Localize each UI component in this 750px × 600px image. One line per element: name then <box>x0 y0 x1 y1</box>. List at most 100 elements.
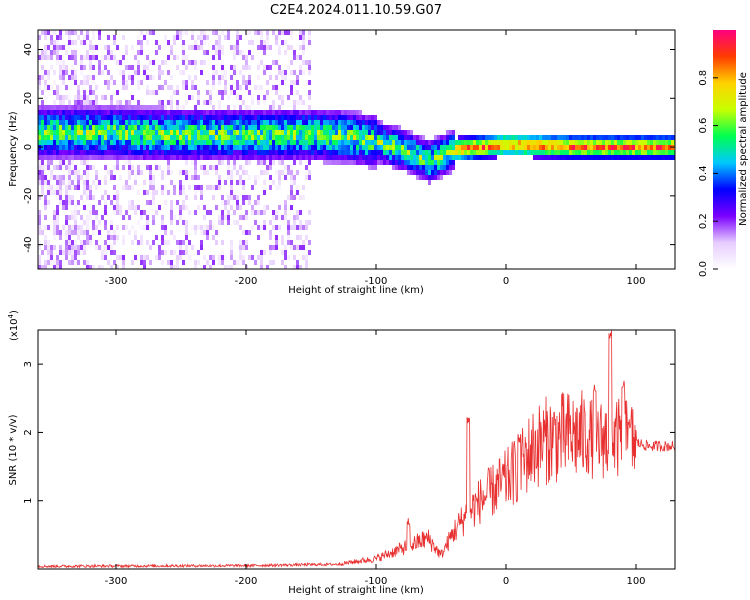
spectrogram-cell <box>209 120 212 125</box>
spectrogram-cell <box>248 135 251 140</box>
spectrogram-cell <box>296 190 299 195</box>
spectrogram-cell <box>122 110 125 115</box>
spectrogram-cell <box>122 145 125 150</box>
spectrogram-cell <box>191 245 194 250</box>
spectrogram-cell <box>209 115 212 120</box>
spectrogram-cell <box>587 145 590 150</box>
spectrogram-cell <box>230 190 233 195</box>
spectrogram-cell <box>302 115 305 120</box>
spectrogram-cell <box>218 115 221 120</box>
spectrogram-cell <box>56 210 59 215</box>
spectrogram-cell <box>473 145 476 150</box>
spectrogram-cell <box>227 165 230 170</box>
spectrogram-cell <box>230 125 233 130</box>
spectrogram-cell <box>86 120 89 125</box>
spectrogram-cell <box>329 135 332 140</box>
spectrogram-cell <box>161 150 164 155</box>
spectrogram-cell <box>239 150 242 155</box>
spectrogram-cell <box>101 145 104 150</box>
spectrogram-cell <box>62 80 65 85</box>
spectrogram-cell <box>566 145 569 150</box>
spectrogram-cell <box>59 265 62 269</box>
spectrogram-cell <box>572 155 575 160</box>
spectrogram-cell <box>74 115 77 120</box>
spectrogram-cell <box>332 140 335 145</box>
spectrogram-cell <box>302 140 305 145</box>
spectrogram-cell <box>326 120 329 125</box>
spectrogram-cell <box>110 80 113 85</box>
spectrogram-cell <box>257 140 260 145</box>
spectrogram-cell <box>236 40 239 45</box>
spectrogram-cell <box>113 175 116 180</box>
spectrogram-cell <box>194 185 197 190</box>
spectrogram-cell <box>641 140 644 145</box>
spectrogram-cell <box>167 110 170 115</box>
spectrogram-cell <box>104 165 107 170</box>
spectrogram-cell <box>179 205 182 210</box>
spectrogram-cell <box>233 165 236 170</box>
spectrogram-cell <box>47 190 50 195</box>
spectrogram-cell <box>425 140 428 145</box>
spectrogram-cell <box>89 55 92 60</box>
spectrogram-cell <box>167 190 170 195</box>
spectrogram-cell <box>404 155 407 160</box>
spectrogram-cell <box>86 260 89 265</box>
spectrogram-cell <box>188 135 191 140</box>
spectrogram-cell <box>512 145 515 150</box>
spectrogram-cell <box>122 35 125 40</box>
spectrogram-cell <box>50 85 53 90</box>
spectrogram-cell <box>65 230 68 235</box>
spectrogram-cell <box>137 150 140 155</box>
spectrogram-cell <box>263 140 266 145</box>
spectrogram-cell <box>140 135 143 140</box>
spectrogram-cell <box>668 135 671 140</box>
spectrogram-cell <box>341 125 344 130</box>
spectrogram-cell <box>176 265 179 269</box>
spectrogram-cell <box>170 170 173 175</box>
spectrogram-cell <box>134 150 137 155</box>
spectrogram-cell <box>440 175 443 180</box>
spectrogram-cell <box>263 150 266 155</box>
spectrogram-cell <box>338 140 341 145</box>
spectrogram-cell <box>65 250 68 255</box>
spectrogram-cell <box>299 45 302 50</box>
spectrogram-cell <box>260 210 263 215</box>
spectrogram-cell <box>170 110 173 115</box>
spectrogram-cell <box>134 255 137 260</box>
spectrogram-cell <box>404 165 407 170</box>
spectrogram-cell <box>302 135 305 140</box>
spectrogram-cell <box>293 115 296 120</box>
spectrogram-cell <box>278 145 281 150</box>
spectrogram-cell <box>395 165 398 170</box>
spectrogram-cell <box>68 240 71 245</box>
spectrogram-cell <box>446 140 449 145</box>
spectrogram-cell <box>80 135 83 140</box>
spectrogram-cell <box>122 120 125 125</box>
spectrogram-cell <box>611 150 614 155</box>
spectrogram-cell <box>545 150 548 155</box>
spectrogram-cell <box>44 150 47 155</box>
spectrogram-cell <box>536 150 539 155</box>
spectrogram-cell <box>347 155 350 160</box>
spectrogram-cell <box>116 225 119 230</box>
spectrogram-cell <box>44 125 47 130</box>
spectrogram-cell <box>194 130 197 135</box>
spectrogram-cell <box>245 110 248 115</box>
spectrogram-cell <box>344 135 347 140</box>
spectrogram-cell <box>266 90 269 95</box>
spectrogram-cell <box>308 220 311 225</box>
spectrogram-cell <box>302 255 305 260</box>
spectrogram-cell <box>236 95 239 100</box>
spectrogram-cell <box>113 115 116 120</box>
spectrogram-cell <box>608 140 611 145</box>
spectrogram-cell <box>248 40 251 45</box>
spectrogram-cell <box>524 135 527 140</box>
spectrogram-cell <box>188 150 191 155</box>
spectrogram-cell <box>95 245 98 250</box>
spectrogram-cell <box>176 255 179 260</box>
spectrogram-cell <box>221 150 224 155</box>
spectrogram-cell <box>293 160 296 165</box>
spectrogram-cell <box>278 125 281 130</box>
spectrogram-cell <box>185 220 188 225</box>
spectrogram-cell <box>653 140 656 145</box>
